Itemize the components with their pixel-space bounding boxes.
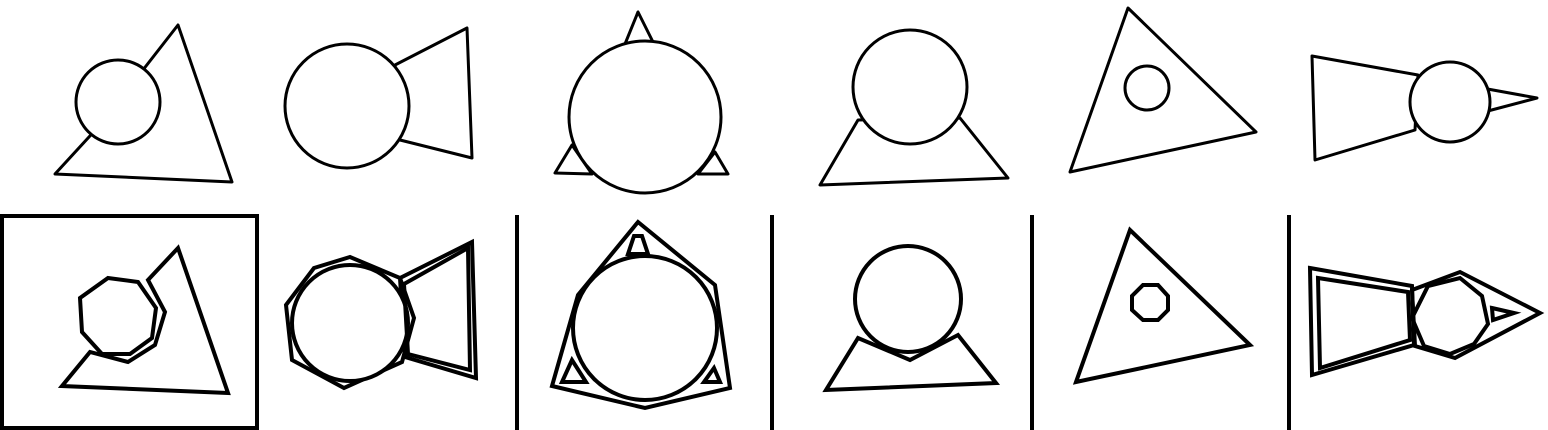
circle <box>290 263 410 383</box>
circle <box>853 244 963 354</box>
octagon <box>1130 283 1170 322</box>
bottom-shape-1 <box>57 244 231 396</box>
circle <box>571 254 719 402</box>
circle <box>851 28 969 146</box>
triangle <box>1068 6 1258 174</box>
bottom-shape-4 <box>822 244 1001 393</box>
top-shape-1 <box>53 23 234 184</box>
circle <box>1123 64 1171 112</box>
top-shape-6 <box>1310 54 1539 162</box>
triangle <box>1409 269 1545 361</box>
heptagon <box>283 254 417 391</box>
trapezoid <box>1310 54 1420 162</box>
top-shape-3 <box>553 10 730 195</box>
circle <box>1408 60 1492 144</box>
bottom-shape-2 <box>283 238 479 391</box>
top-shape-5 <box>1068 6 1258 174</box>
triangle <box>623 10 655 46</box>
small-shape <box>625 234 651 256</box>
pentagon <box>549 219 733 411</box>
bottom-shape-3 <box>549 219 733 411</box>
quad <box>401 244 473 373</box>
top-shape-4 <box>818 28 1010 187</box>
polygon <box>57 244 231 396</box>
circle <box>74 58 162 146</box>
quad <box>1315 275 1413 371</box>
bottom-shape-5 <box>1072 226 1255 385</box>
octagon <box>77 275 159 356</box>
small-triangle <box>700 363 724 384</box>
small-triangle <box>1489 305 1522 323</box>
circle <box>283 42 411 170</box>
triangle <box>1072 226 1255 385</box>
heptagon <box>1409 275 1491 357</box>
bottom-shape-6 <box>1307 265 1545 378</box>
top-shape-2 <box>283 26 474 170</box>
selection-box <box>0 214 259 430</box>
polygon <box>822 332 1001 393</box>
circle <box>567 39 723 195</box>
small-triangle <box>558 355 590 384</box>
